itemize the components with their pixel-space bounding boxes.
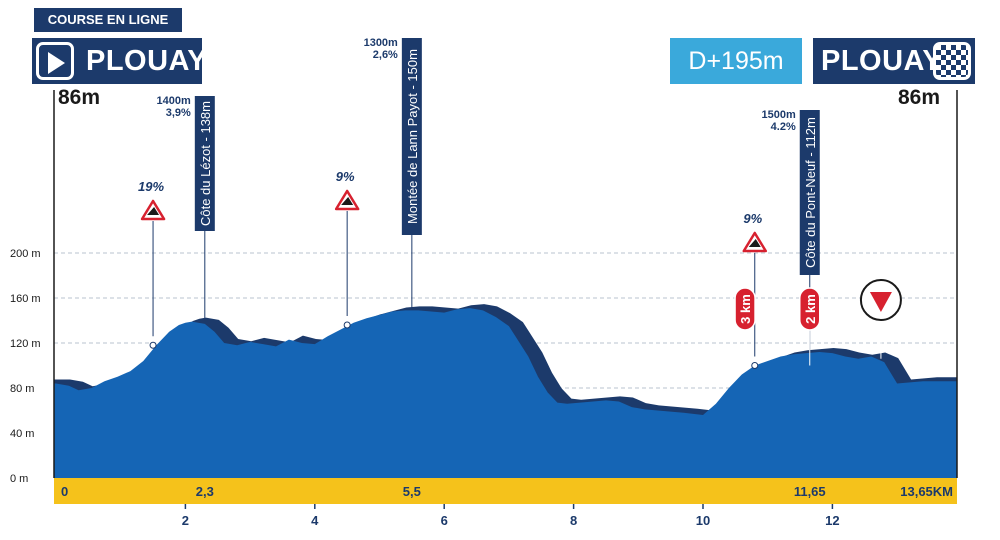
climb-gradient: 3,9% [166, 107, 191, 119]
y-tick-label: 80 m [10, 383, 34, 395]
steep-hill-glyph [748, 239, 761, 247]
km-marker-pill [799, 287, 821, 331]
steep-hill-glyph [147, 207, 160, 215]
climb-name: Côte du Pont-Neuf - 112m [803, 117, 818, 268]
x-tick-label: 2 [182, 513, 189, 528]
profile-area [54, 308, 957, 478]
climb-distance: 1400m [157, 95, 191, 107]
steep-hill-glyph [341, 197, 354, 205]
climb-distance: 1500m [761, 109, 795, 121]
climb-name: Côte du Lézot - 138m [198, 101, 213, 226]
y-tick-label: 0 m [10, 473, 28, 485]
steep-point: 19% [138, 179, 166, 349]
climb-label-bg [194, 96, 215, 231]
km-marker-label: 3 km [738, 294, 753, 324]
finish-marker [859, 279, 902, 359]
x-tick-label: 12 [825, 513, 839, 528]
km-band-label: 13,65KM [900, 484, 953, 499]
km-band-label: 2,3 [196, 484, 214, 499]
x-tick-label: 6 [441, 513, 448, 528]
km-band [54, 478, 957, 504]
steep-gradient-label: 9% [336, 169, 355, 184]
km-band-label: 0 [61, 484, 68, 499]
start-city-banner: PLOUAY [32, 38, 207, 84]
km-marker-label: 2 km [803, 294, 818, 324]
x-tick-label: 8 [570, 513, 577, 528]
km-marker: 3 km [734, 287, 756, 366]
finish-city-name: PLOUAY [821, 45, 943, 77]
y-tick-label: 120 m [10, 338, 41, 350]
start-city-name: PLOUAY [86, 45, 208, 77]
start-altitude: 86m [58, 86, 101, 109]
steep-gradient-label: 9% [743, 211, 762, 226]
climb-distance: 1300m [364, 37, 398, 49]
km-marker: 2 km [799, 287, 821, 366]
climb-name: Montée de Lann Payot - 150m [405, 49, 420, 224]
finish-altitude: 86m [898, 86, 941, 109]
y-tick-label: 200 m [10, 248, 41, 260]
steep-dot [343, 321, 351, 329]
y-tick-label: 160 m [10, 293, 41, 305]
steep-point: 9% [334, 169, 360, 329]
finish-marker-icon [869, 292, 892, 312]
checkered-flag-icon [933, 42, 971, 80]
km-band-label: 5,5 [403, 484, 421, 499]
climb-label-bg [799, 110, 820, 275]
steep-gradient-label: 19% [138, 179, 164, 194]
km-marker-pill [734, 287, 756, 331]
play-icon [36, 42, 74, 80]
elevation-gain-badge: D+195m [670, 38, 802, 84]
climb-gradient: 4.2% [771, 121, 796, 133]
finish-city-banner: PLOUAY [813, 38, 975, 84]
km-band-label: 11,65 [794, 484, 826, 499]
climb-gradient: 2,6% [373, 49, 398, 61]
y-tick-label: 40 m [10, 428, 34, 440]
steep-dot [149, 341, 157, 349]
race-type-tag: COURSE EN LIGNE [34, 8, 182, 32]
climb-label-bg [401, 38, 422, 235]
x-tick-label: 4 [311, 513, 319, 528]
x-tick-label: 10 [696, 513, 710, 528]
steep-dot [751, 362, 759, 369]
